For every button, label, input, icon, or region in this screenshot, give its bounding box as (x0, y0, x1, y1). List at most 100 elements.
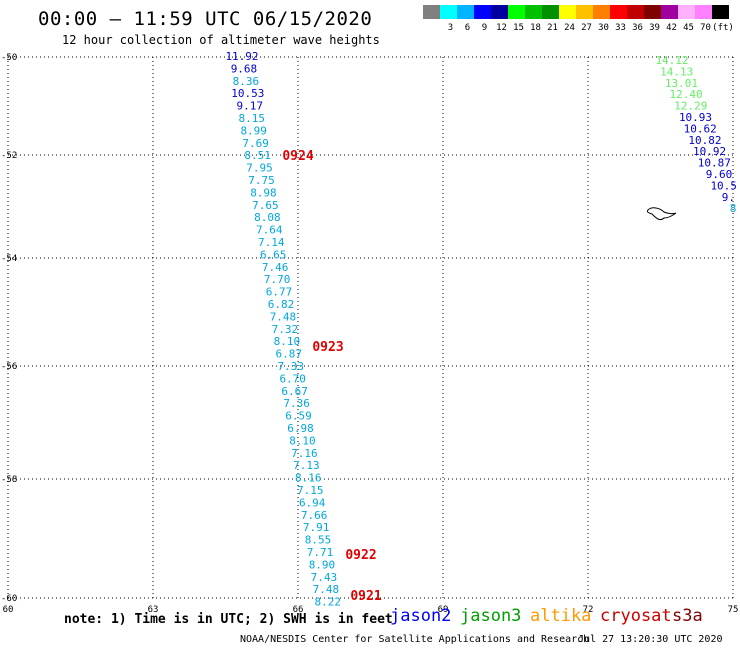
pass-day-label: 0922 (345, 548, 376, 563)
lon-tick-label: 75 (728, 605, 739, 615)
lat-tick-label: -50 (1, 53, 17, 63)
wave-height-value: 6.65 (260, 248, 287, 261)
lat-tick-label: -54 (1, 254, 17, 264)
wave-height-value: 6.70 (279, 372, 306, 385)
satellite-name: jason3 (460, 606, 522, 626)
pass-day-label: 0921 (350, 589, 381, 604)
legend-value: 15 (513, 23, 524, 33)
wave-height-value: 7.75 (248, 174, 275, 187)
axis-ticks: 60 63 66 69 72 75 -50 -52 -54 -56 -58 -60 (1, 53, 738, 615)
satellite-track-2: 14.1214.1313.0112.4012.2910.9310.6210.82… (655, 54, 737, 215)
wave-height-value: 7.70 (264, 273, 291, 286)
wave-height-value: 12.29 (674, 100, 707, 113)
lon-tick-label: 60 (3, 605, 14, 615)
wave-height-value: 7.65 (252, 199, 279, 212)
wave-height-value: 6.87 (276, 348, 303, 361)
legend-swatch (627, 5, 644, 19)
island-coastline (646, 207, 677, 221)
wave-height-value: 6.77 (266, 286, 293, 299)
wave-height-value: 7.91 (303, 521, 330, 534)
wave-height-value: 7.66 (301, 509, 328, 522)
wave-height-value: 6.67 (281, 385, 308, 398)
legend-swatch (678, 5, 695, 19)
legend-swatch (423, 5, 440, 19)
wave-height-value: 10.87 (698, 157, 731, 170)
wave-height-value: 8.36 (233, 75, 260, 88)
wave-height-value: 7.16 (291, 447, 318, 460)
wave-height-value: 12.40 (670, 88, 703, 101)
wave-height-value: 14.12 (655, 54, 688, 67)
legend-value: 45 (683, 23, 694, 33)
lon-tick-label: 66 (293, 605, 304, 615)
wave-height-value: 10.93 (679, 111, 712, 124)
satellite-name: s3a (672, 606, 703, 626)
wave-height-value: 8.99 (240, 124, 267, 137)
color-legend: 3 6 9 12 15 18 21 24 27 30 33 36 39 42 45 70 (ft) (423, 5, 734, 35)
wave-height-value: 6.82 (268, 298, 295, 311)
wave-height-value: 9.68 (231, 62, 258, 75)
legend-value: 3 (447, 23, 454, 33)
legend-value: 36 (632, 23, 643, 33)
satellite-name: jason2 (390, 606, 452, 626)
wave-height-value: 7.14 (258, 236, 285, 249)
pass-day-label: 0924 (282, 149, 313, 164)
legend-swatch (712, 5, 729, 19)
wave-height-value: 8.15 (239, 112, 266, 125)
wave-height-value: 7.46 (262, 261, 289, 274)
legend-value: 42 (666, 23, 677, 33)
page-subtitle: 12 hour collection of altimeter wave hei… (62, 33, 380, 47)
legend-swatch (491, 5, 508, 19)
legend-value: 18 (530, 23, 541, 33)
legend-value: 6 (464, 23, 471, 33)
wave-height-value: 10.92 (693, 145, 726, 158)
legend-value: 9 (481, 23, 488, 33)
wave-height-value: 8.55 (305, 534, 332, 547)
wave-height-value: 7.36 (283, 397, 310, 410)
satellite-name: cryosat (600, 606, 672, 626)
wave-height-value: 7.48 (270, 310, 297, 323)
day-labels: 0924 0923 0922 0921 (282, 149, 381, 604)
satellite-name: altika (530, 606, 592, 626)
satellite-track-1: 11.929.688.3610.539.178.158.997.698.517.… (225, 50, 341, 609)
lat-tick-label: -58 (1, 475, 17, 485)
wave-height-value: 6.94 (299, 496, 326, 509)
legend-value: 21 (547, 23, 558, 33)
wave-height-value: 9.17 (237, 100, 264, 113)
wave-height-value: 6.98 (287, 422, 314, 435)
legend-value: 39 (649, 23, 660, 33)
wave-height-value: 7.48 (313, 583, 340, 596)
generation-timestamp: Jul 27 13:20:30 UTC 2020 (578, 634, 723, 645)
legend-swatch (508, 5, 525, 19)
pass-day-label: 0923 (312, 340, 343, 355)
lat-tick-label: -60 (1, 594, 17, 604)
footnote: note: 1) Time is in UTC; 2) SWH is in fe… (64, 612, 393, 627)
wave-height-value: 8.08 (254, 211, 281, 224)
legend-value: 33 (615, 23, 626, 33)
wave-height-value: 7.15 (297, 484, 324, 497)
wave-height-value: 7.64 (256, 224, 283, 237)
legend-swatch (542, 5, 559, 19)
map-grid (7, 56, 734, 599)
legend-value: 27 (581, 23, 592, 33)
legend-swatch (457, 5, 474, 19)
wave-height-value: 13.01 (665, 77, 698, 90)
wave-height-value: 9. (722, 191, 735, 204)
wave-height-value: 10.5 (710, 179, 737, 192)
wave-height-value: 10.82 (688, 134, 721, 147)
legend-value: 70 (700, 23, 711, 33)
wave-height-value: 7.95 (246, 162, 273, 175)
wave-height-value: 10.62 (684, 122, 717, 135)
lat-tick-label: -56 (1, 362, 17, 372)
legend-swatch (593, 5, 610, 19)
wave-height-value: 8.10 (274, 335, 301, 348)
legend-value: 30 (598, 23, 609, 33)
wave-height-value: 8.98 (250, 186, 277, 199)
wave-height-value: 7.13 (293, 459, 320, 472)
wave-height-value: 8.51 (244, 149, 271, 162)
legend-value: 12 (496, 23, 507, 33)
wave-height-value: 7.69 (242, 137, 269, 150)
legend-value: 24 (564, 23, 575, 33)
legend-swatch (576, 5, 593, 19)
wave-height-value: 8.22 (315, 596, 342, 609)
